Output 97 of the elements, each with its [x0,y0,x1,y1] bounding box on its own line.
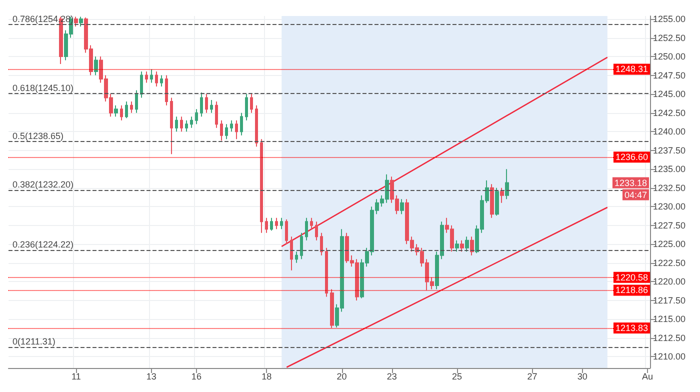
x-tick-label: 16 [191,372,202,382]
candlestick [200,92,203,118]
candlestick [290,236,293,271]
candlestick [230,120,233,132]
x-tick-label: 27 [527,372,538,382]
y-tick-label: 1255.00 [653,14,686,24]
x-tick-label: 23 [386,372,397,382]
candlestick [160,74,163,88]
ref-line-label: 1220.58 [615,272,648,282]
candlestick [180,116,183,132]
candlestick [185,120,188,132]
candlestick [330,288,334,328]
candlestick [505,168,509,200]
annotation: 04:47 [624,190,647,200]
ref-line-label: 0.618(1245.10) [12,82,74,93]
candlestick [500,187,504,204]
y-tick-label: 1240.00 [653,126,686,137]
candlestick [470,236,474,256]
candlestick [205,94,208,114]
x-tick-label: 20 [336,372,347,382]
candlestick [305,217,308,241]
ref-line-label: 0.382(1232.20) [12,180,74,190]
candlestick [400,198,404,215]
candlestick [94,56,98,76]
y-tick-label: 1252.50 [653,32,686,43]
candlestick [145,71,148,84]
y-tick-label: 1225.00 [653,239,686,250]
y-tick-label: 1217.50 [653,295,686,306]
candlestick [175,116,178,132]
ref-line-label: 0.5(1238.65) [12,131,64,142]
candlestick [235,120,238,140]
y-tick-label: 1230.00 [653,202,686,212]
candlestick [114,104,118,118]
x-tick-label: 30 [577,372,588,382]
candlestick [255,104,258,148]
candlestick [315,221,318,241]
candlestick [260,138,263,234]
candlestick [265,217,268,234]
candlestick [270,217,273,232]
candlestick [190,116,193,128]
candlestick [310,217,313,230]
y-tick-label: 1220.00 [653,276,686,287]
candlestick [150,68,153,84]
candlestick [210,100,213,114]
candlestick [74,16,78,28]
ref-line-label: 1248.31 [615,64,648,74]
candlestick [130,101,133,114]
ref-line-label: 0(1211.31) [12,336,56,346]
candlestick [240,112,243,136]
candlestick [155,71,158,88]
candlestick [465,236,469,252]
x-tick-label: 13 [146,372,156,382]
candlestick [79,16,83,28]
candlestick [250,94,253,114]
candlestick [245,94,248,121]
y-tick-label: 1232.50 [653,182,686,193]
y-tick-label: 1215.00 [653,314,686,324]
y-tick-label: 1235.00 [653,164,686,174]
ref-line-label: 1236.60 [615,152,648,162]
annotation: 1233.18 [614,178,647,188]
candlestick [225,124,228,140]
y-tick-label: 1227.50 [653,220,686,230]
y-tick-label: 1237.50 [653,145,686,156]
ref-line-label: 1213.83 [615,322,648,333]
y-tick-label: 1212.50 [653,332,686,343]
candlestick [285,218,288,245]
candlestick [495,187,499,216]
candlestick [460,240,464,252]
candlestick [165,74,168,106]
x-tick-label: Au [642,372,653,382]
y-tick-label: 1245.00 [653,89,686,100]
candlestick [275,217,278,230]
candlestick [170,97,173,155]
ref-line-label: 0.236(1224.22) [12,240,74,250]
y-tick-label: 1250.00 [653,52,686,62]
x-tick-label: 11 [71,372,81,382]
candlestick [215,101,218,128]
candlestick [125,101,128,119]
candlestick [120,104,123,121]
y-tick-label: 1210.00 [653,352,686,362]
y-tick-label: 1242.50 [653,108,686,118]
candlestick [300,232,303,260]
x-tick-label: 18 [262,372,272,382]
y-tick-label: 1247.50 [653,70,686,80]
x-tick-label: 25 [452,372,462,382]
candlestick [195,108,198,125]
y-tick-label: 1222.50 [653,258,686,268]
candlestick [280,217,283,230]
candlestick [320,232,323,256]
candlestick [490,184,494,218]
candlestick [220,120,223,142]
candlestick [140,71,143,98]
ref-line-label: 1218.86 [615,285,648,296]
candlestick [135,90,138,114]
candlestick [455,240,459,252]
candlestick [295,251,298,264]
candlestick [325,247,328,298]
